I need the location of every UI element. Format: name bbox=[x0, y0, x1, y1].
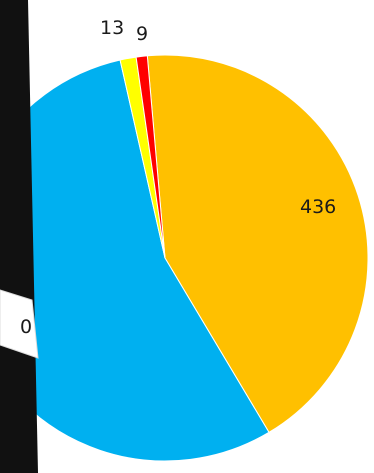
slice-label-9: 9 bbox=[136, 23, 148, 45]
tape-strip bbox=[0, 289, 39, 359]
slice-label-blue: 0 bbox=[20, 316, 32, 338]
pie-slices bbox=[0, 54, 369, 462]
slice-labels: 436 0 13 9 bbox=[20, 17, 336, 338]
slice-label-13: 13 bbox=[100, 17, 124, 39]
slice-label-436: 436 bbox=[300, 196, 336, 218]
dark-border bbox=[0, 0, 38, 473]
pie-slice-0 bbox=[146, 54, 369, 434]
pie-slice-1 bbox=[0, 59, 270, 462]
pie-slice-3 bbox=[135, 55, 166, 259]
